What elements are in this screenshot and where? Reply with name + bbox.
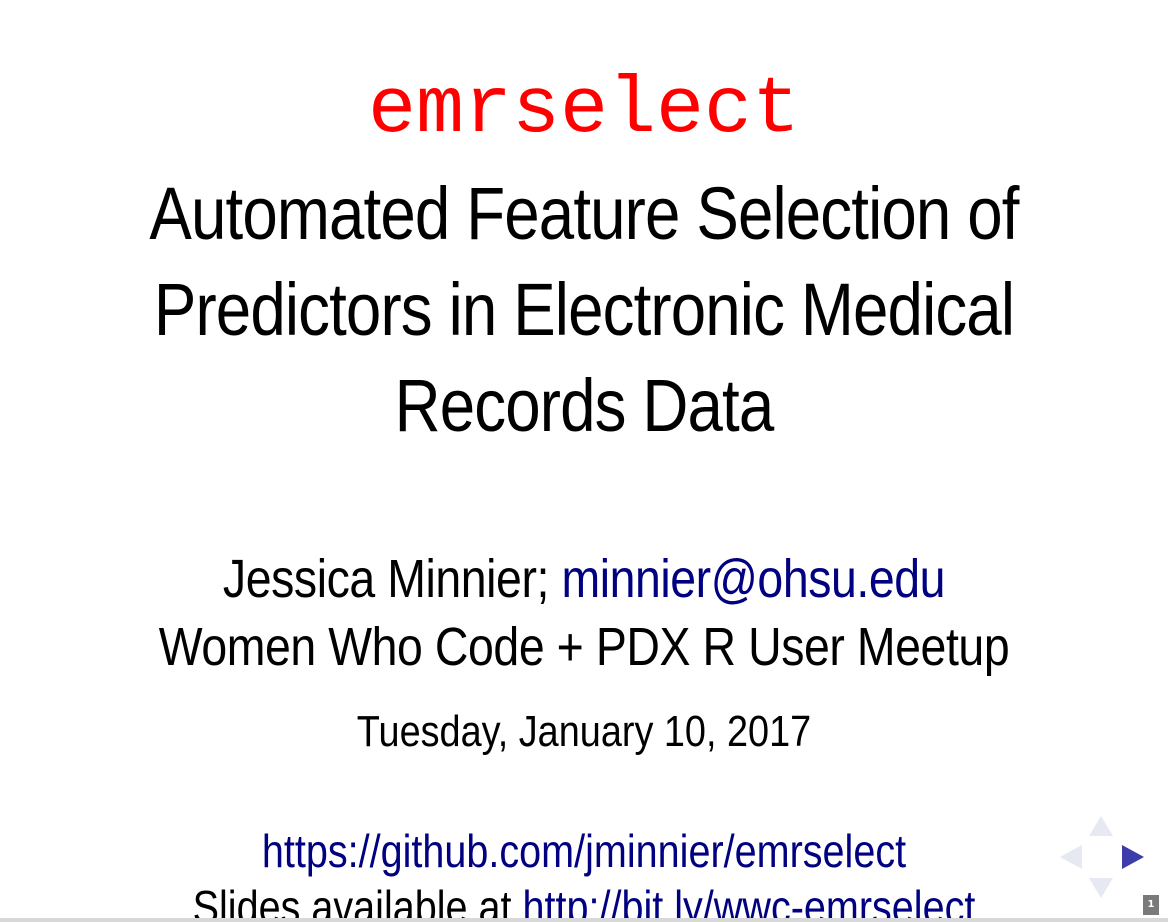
arrow-up-icon[interactable]	[1089, 816, 1113, 836]
package-name: emrselect	[367, 65, 801, 156]
slides-link[interactable]: http://bit.ly/wwc-emrselect	[522, 881, 976, 922]
arrow-down-icon[interactable]	[1089, 878, 1113, 898]
title-line-1: Automated Feature Selection of	[149, 172, 1019, 255]
event-name: Women Who Code + PDX R User Meetup	[158, 617, 1010, 677]
title-line-2: Predictors in Electronic Medical	[153, 268, 1015, 351]
title-line-3: Records Data	[394, 364, 775, 447]
bottom-scrollbar	[0, 918, 1168, 922]
event-date: Tuesday, January 10, 2017	[356, 707, 812, 756]
page-number: 1	[1143, 895, 1159, 915]
author-email-link[interactable]: minnier@ohsu.edu	[561, 549, 946, 609]
slides-prefix: Slides available at	[192, 881, 512, 922]
slides-line: Slides available at http://bit.ly/wwc-em…	[82, 878, 1086, 922]
author-name: Jessica Minnier;	[222, 549, 549, 609]
arrow-left-icon[interactable]	[1060, 845, 1082, 869]
author-line: Jessica Minnier; minnier@ohsu.edu	[82, 546, 1086, 612]
arrow-right-icon[interactable]	[1122, 845, 1144, 869]
repo-link[interactable]: https://github.com/jminnier/emrselect	[261, 825, 907, 877]
